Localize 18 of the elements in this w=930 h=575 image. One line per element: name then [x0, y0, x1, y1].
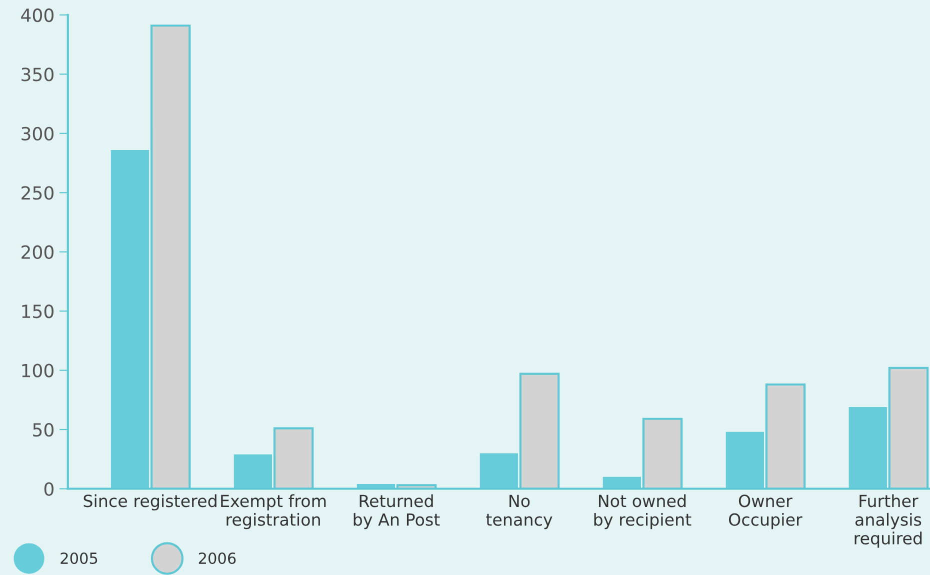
y-tick-label: 50: [33, 422, 54, 437]
y-tick-label: 100: [22, 364, 54, 378]
x-tick-label: Further analysis required: [854, 494, 922, 548]
x-tick-label: Returned by An Post: [354, 494, 440, 530]
x-tick-label: Owner Occupier: [728, 494, 802, 530]
y-tick-label: 150: [22, 304, 54, 318]
legend-label: 2005: [60, 552, 98, 564]
y-tick-label: 0: [44, 482, 54, 496]
x-tick-label: Not owned by recipient: [594, 494, 692, 530]
y-tick-label: 350: [22, 68, 54, 82]
y-tick-label: 200: [22, 245, 54, 259]
y-tick-label: 250: [22, 186, 54, 200]
legend-label: 2006: [198, 552, 236, 564]
x-tick-label: No tenancy: [486, 494, 552, 530]
y-tick-label: 400: [21, 8, 54, 22]
x-tick-label: Since registered: [84, 494, 216, 510]
y-tick-label: 300: [22, 126, 54, 141]
x-tick-label: Exempt from registration: [221, 494, 326, 530]
